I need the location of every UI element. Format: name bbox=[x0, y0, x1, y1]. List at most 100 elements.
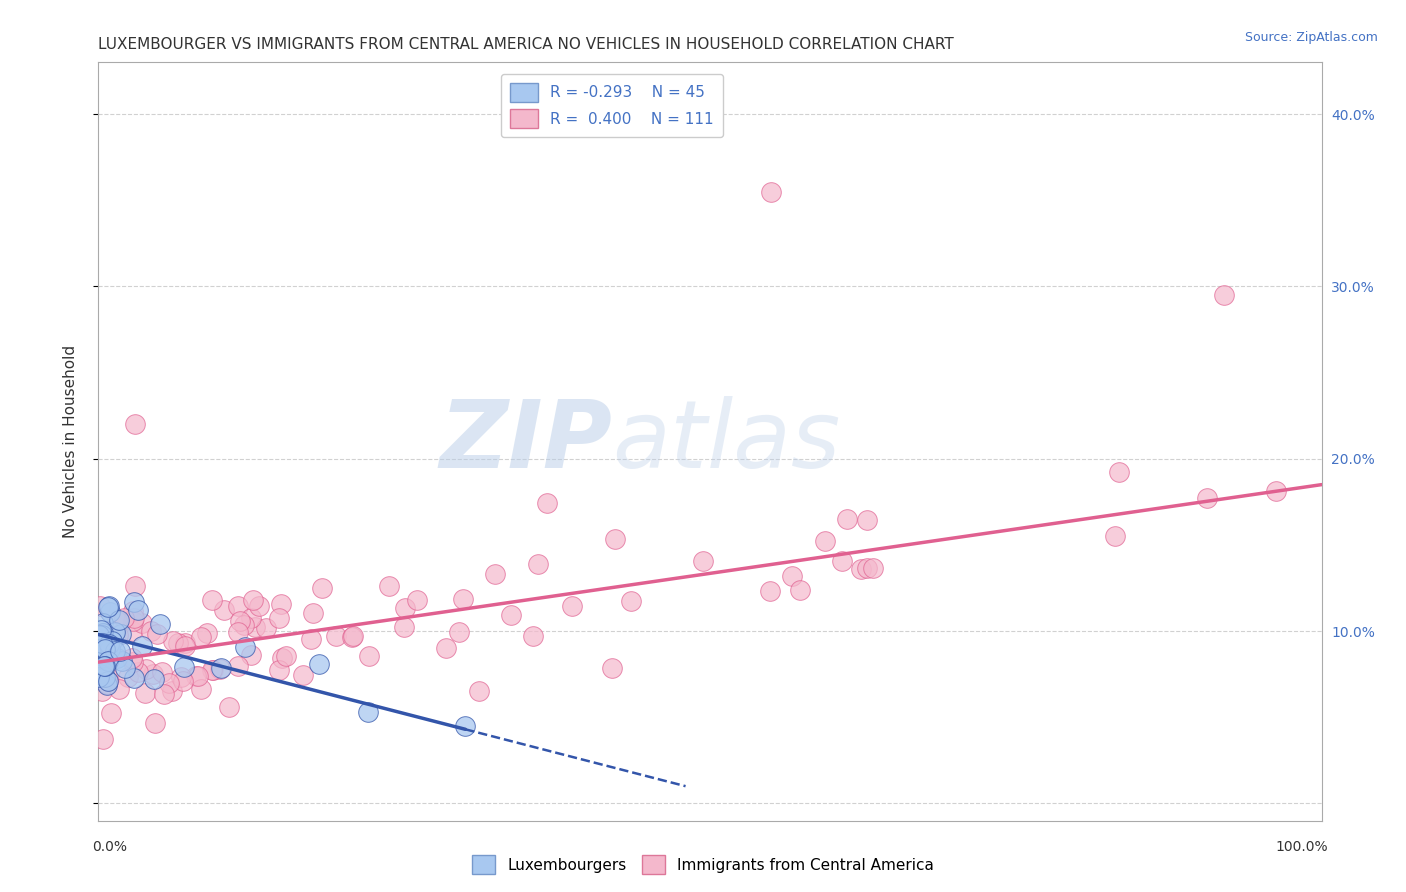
Point bbox=[94, 642, 117, 657]
Text: Source: ZipAtlas.com: Source: ZipAtlas.com bbox=[1244, 31, 1378, 45]
Point bbox=[243, 620, 266, 634]
Point bbox=[89, 661, 111, 675]
Point bbox=[561, 599, 583, 614]
Point bbox=[247, 599, 270, 613]
Point bbox=[97, 636, 120, 650]
Point bbox=[104, 644, 127, 658]
Point bbox=[454, 719, 477, 733]
Point bbox=[856, 513, 879, 527]
Point bbox=[98, 637, 121, 651]
Point bbox=[484, 566, 506, 581]
Point bbox=[150, 665, 173, 680]
Point bbox=[97, 653, 120, 667]
Point bbox=[97, 599, 120, 613]
Point bbox=[127, 603, 149, 617]
Point bbox=[522, 630, 544, 644]
Point bbox=[87, 628, 110, 642]
Point bbox=[202, 663, 225, 677]
Point bbox=[269, 663, 291, 677]
Point bbox=[142, 667, 165, 681]
Point bbox=[145, 715, 167, 730]
Point bbox=[91, 636, 114, 650]
Point bbox=[107, 613, 129, 627]
Point bbox=[239, 611, 262, 625]
Point bbox=[174, 635, 197, 649]
Point bbox=[184, 669, 207, 683]
Point bbox=[813, 534, 835, 549]
Point bbox=[789, 582, 811, 597]
Point bbox=[406, 593, 429, 607]
Point bbox=[94, 659, 117, 673]
Point bbox=[1212, 288, 1234, 302]
Point bbox=[226, 659, 249, 673]
Point bbox=[121, 651, 143, 665]
Point bbox=[94, 635, 117, 649]
Point bbox=[93, 626, 115, 640]
Point bbox=[271, 651, 294, 665]
Y-axis label: No Vehicles in Household: No Vehicles in Household bbox=[63, 345, 77, 538]
Point bbox=[1264, 483, 1286, 498]
Point bbox=[117, 670, 139, 684]
Point bbox=[600, 661, 623, 675]
Point bbox=[145, 626, 167, 640]
Point bbox=[501, 608, 523, 623]
Point bbox=[90, 635, 112, 649]
Point bbox=[139, 624, 162, 638]
Point bbox=[605, 533, 627, 547]
Point bbox=[759, 584, 782, 599]
Point bbox=[167, 635, 190, 649]
Point bbox=[451, 591, 474, 606]
Point bbox=[121, 624, 143, 638]
Point bbox=[232, 618, 254, 632]
Point bbox=[157, 676, 180, 690]
Point bbox=[209, 661, 232, 675]
Point bbox=[434, 640, 457, 655]
Point bbox=[254, 622, 277, 636]
Point bbox=[97, 639, 120, 653]
Point bbox=[89, 670, 111, 684]
Point bbox=[270, 597, 292, 611]
Point bbox=[122, 610, 145, 624]
Point bbox=[104, 625, 127, 640]
Point bbox=[837, 511, 859, 525]
Point bbox=[357, 648, 380, 663]
Point bbox=[392, 620, 415, 634]
Point bbox=[96, 669, 118, 683]
Point bbox=[121, 614, 143, 628]
Point bbox=[89, 640, 111, 654]
Point bbox=[114, 661, 136, 675]
Text: atlas: atlas bbox=[612, 396, 841, 487]
Point bbox=[111, 654, 134, 668]
Point bbox=[122, 655, 145, 669]
Point bbox=[91, 732, 114, 747]
Point bbox=[108, 644, 131, 658]
Point bbox=[152, 687, 174, 701]
Point bbox=[1108, 465, 1130, 479]
Text: ZIP: ZIP bbox=[439, 395, 612, 488]
Point bbox=[208, 662, 231, 676]
Point bbox=[239, 648, 262, 662]
Point bbox=[447, 625, 470, 640]
Point bbox=[242, 592, 264, 607]
Point bbox=[187, 669, 209, 683]
Point bbox=[172, 673, 194, 688]
Point bbox=[342, 629, 364, 643]
Point bbox=[692, 554, 714, 568]
Point bbox=[394, 600, 416, 615]
Point bbox=[226, 625, 249, 640]
Point bbox=[267, 611, 290, 625]
Point bbox=[226, 599, 249, 613]
Point bbox=[105, 614, 128, 628]
Point bbox=[201, 593, 224, 607]
Point bbox=[107, 682, 129, 697]
Point bbox=[201, 663, 224, 677]
Point bbox=[761, 185, 783, 199]
Point bbox=[97, 674, 120, 689]
Point bbox=[89, 667, 111, 681]
Point bbox=[173, 660, 195, 674]
Point bbox=[311, 581, 333, 595]
Point bbox=[98, 642, 121, 657]
Point bbox=[97, 673, 120, 688]
Point bbox=[100, 706, 122, 721]
Point bbox=[143, 672, 166, 686]
